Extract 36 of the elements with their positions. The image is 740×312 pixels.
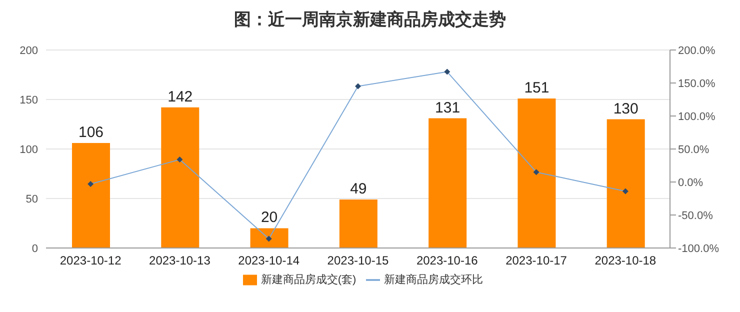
y2-tick-label: -50.0% <box>678 210 714 222</box>
data-label: 20 <box>260 209 278 226</box>
data-label: 106 <box>78 124 104 142</box>
data-label: 49 <box>350 180 367 198</box>
x-tick-label: 2023-10-14 <box>238 254 300 268</box>
data-label: 151 <box>524 80 550 97</box>
data-label: 142 <box>168 88 193 106</box>
y-tick-label: 150 <box>20 94 38 106</box>
x-tick-label: 2023-10-18 <box>594 254 656 268</box>
data-label: 130 <box>613 100 638 118</box>
y-tick-label: 50 <box>26 193 38 206</box>
y2-tick-label: 50.0% <box>678 144 710 156</box>
y2-tick-label: 100.0% <box>678 110 716 123</box>
data-label: 131 <box>435 99 460 116</box>
x-tick-label: 2023-10-15 <box>327 254 390 268</box>
bar <box>72 143 110 248</box>
bar <box>161 107 200 248</box>
x-tick-label: 2023-10-13 <box>149 254 211 268</box>
y-tick-label: 200 <box>20 44 38 57</box>
bar <box>428 118 467 248</box>
y2-tick-label: 150.0% <box>678 78 716 90</box>
x-tick-label: 2023-10-16 <box>416 254 478 268</box>
legend-label: 新建商品房成交(套) <box>260 274 356 286</box>
y-tick-label: 0 <box>32 242 38 255</box>
y2-tick-label: 200.0% <box>678 44 716 57</box>
legend-label: 新建商品房成交环比 <box>384 274 484 286</box>
bar <box>606 119 645 248</box>
x-tick-label: 2023-10-12 <box>60 254 122 268</box>
x-tick-label: 2023-10-17 <box>506 254 568 268</box>
bar <box>250 228 288 248</box>
y2-tick-label: 0.0% <box>678 176 704 189</box>
y-tick-label: 100 <box>20 144 38 156</box>
y2-tick-label: -100.0% <box>678 242 720 255</box>
bar <box>518 98 556 248</box>
chart-title: 图：近一周南京新建商品房成交走势 <box>233 9 507 31</box>
bar <box>339 199 378 248</box>
